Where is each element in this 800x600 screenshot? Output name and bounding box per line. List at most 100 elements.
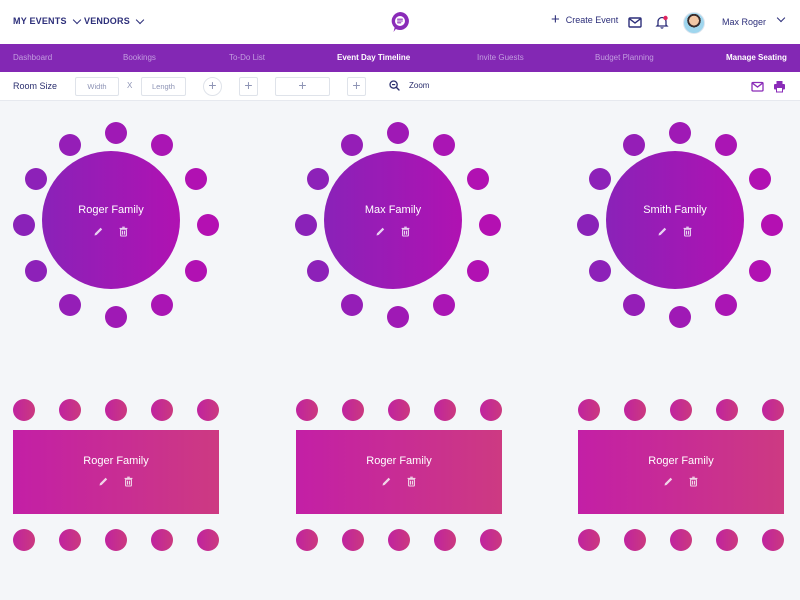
avatar[interactable] [683, 12, 705, 34]
seat[interactable] [433, 293, 455, 316]
seat[interactable] [434, 399, 456, 421]
mail-icon[interactable] [628, 15, 642, 29]
delete-trash-icon[interactable] [118, 226, 129, 237]
seat[interactable] [578, 399, 600, 421]
seat[interactable] [669, 122, 691, 144]
edit-pencil-icon[interactable] [93, 226, 104, 237]
user-menu-chevron-icon[interactable] [776, 13, 786, 23]
seat[interactable] [151, 399, 173, 421]
seat[interactable] [105, 399, 127, 421]
table-top[interactable]: Roger Family [578, 430, 784, 514]
nav-bookings[interactable]: Bookings [123, 53, 156, 62]
delete-trash-icon[interactable] [123, 476, 134, 487]
seat[interactable] [715, 293, 737, 316]
edit-pencil-icon[interactable] [657, 226, 668, 237]
add-rect-table-button[interactable]: + [275, 77, 330, 96]
seat[interactable] [715, 134, 737, 157]
seat[interactable] [388, 529, 410, 551]
add-seat-button[interactable]: + [347, 77, 366, 96]
seat[interactable] [151, 134, 173, 157]
seat[interactable] [59, 399, 81, 421]
seat[interactable] [296, 399, 318, 421]
room-length-input[interactable] [141, 77, 186, 96]
seat[interactable] [341, 293, 363, 316]
edit-pencil-icon[interactable] [375, 226, 386, 237]
seat[interactable] [748, 168, 771, 190]
seat[interactable] [762, 399, 784, 421]
seat[interactable] [13, 529, 35, 551]
seat[interactable] [479, 214, 501, 236]
add-round-table-button[interactable]: + [203, 77, 222, 96]
delete-trash-icon[interactable] [406, 476, 417, 487]
nav-invite-guests[interactable]: Invite Guests [477, 53, 524, 62]
seat[interactable] [151, 293, 173, 316]
seat[interactable] [669, 306, 691, 328]
create-event-button[interactable]: + Create Event [551, 12, 618, 27]
nav-event-day-timeline[interactable]: Event Day Timeline [337, 53, 411, 62]
table-top[interactable]: Max Family [324, 151, 462, 289]
seat[interactable] [197, 214, 219, 236]
seat[interactable] [624, 399, 646, 421]
seat[interactable] [670, 529, 692, 551]
seat[interactable] [197, 399, 219, 421]
vendors-menu[interactable]: VENDORS [84, 15, 145, 26]
seat[interactable] [466, 168, 489, 190]
seat[interactable] [624, 529, 646, 551]
seat[interactable] [184, 260, 207, 282]
seat[interactable] [388, 399, 410, 421]
nav-manage-seating[interactable]: Manage Seating [726, 53, 787, 62]
seat[interactable] [13, 399, 35, 421]
seat[interactable] [434, 529, 456, 551]
delete-trash-icon[interactable] [682, 226, 693, 237]
seat[interactable] [342, 399, 364, 421]
bell-icon[interactable] [655, 15, 669, 29]
seat[interactable] [589, 168, 612, 190]
seat[interactable] [13, 214, 35, 236]
seat[interactable] [578, 529, 600, 551]
user-name[interactable]: Max Roger [722, 17, 767, 27]
nav-budget-planning[interactable]: Budget Planning [595, 53, 654, 62]
print-icon[interactable] [773, 80, 786, 93]
seat[interactable] [105, 122, 127, 144]
seat[interactable] [342, 529, 364, 551]
nav-todo-list[interactable]: To-Do List [229, 53, 266, 62]
seat[interactable] [433, 134, 455, 157]
chat-bubble-logo-icon[interactable] [390, 11, 410, 33]
seat[interactable] [25, 168, 48, 190]
delete-trash-icon[interactable] [400, 226, 411, 237]
seat[interactable] [480, 399, 502, 421]
seat[interactable] [716, 529, 738, 551]
mail-icon[interactable] [751, 80, 764, 93]
seat[interactable] [387, 122, 409, 144]
seat[interactable] [466, 260, 489, 282]
seat[interactable] [761, 214, 783, 236]
seat[interactable] [670, 399, 692, 421]
seat[interactable] [307, 260, 330, 282]
seat[interactable] [59, 293, 81, 316]
seat[interactable] [341, 134, 363, 157]
nav-dashboard[interactable]: Dashboard [13, 53, 53, 62]
seat[interactable] [577, 214, 599, 236]
table-top[interactable]: Roger Family [42, 151, 180, 289]
edit-pencil-icon[interactable] [381, 476, 392, 487]
seat[interactable] [480, 529, 502, 551]
seat[interactable] [295, 214, 317, 236]
seat[interactable] [59, 529, 81, 551]
seat[interactable] [25, 260, 48, 282]
edit-pencil-icon[interactable] [98, 476, 109, 487]
table-top[interactable]: Smith Family [606, 151, 744, 289]
delete-trash-icon[interactable] [688, 476, 699, 487]
seat[interactable] [623, 134, 645, 157]
seat[interactable] [762, 529, 784, 551]
zoom-control[interactable]: Zoom [389, 80, 429, 91]
seat[interactable] [387, 306, 409, 328]
seat[interactable] [197, 529, 219, 551]
seat[interactable] [59, 134, 81, 157]
table-top[interactable]: Roger Family [13, 430, 219, 514]
seat[interactable] [623, 293, 645, 316]
seat[interactable] [748, 260, 771, 282]
seat[interactable] [151, 529, 173, 551]
seat[interactable] [589, 260, 612, 282]
room-width-input[interactable] [75, 77, 119, 96]
my-events-menu[interactable]: MY EVENTS [13, 15, 81, 26]
